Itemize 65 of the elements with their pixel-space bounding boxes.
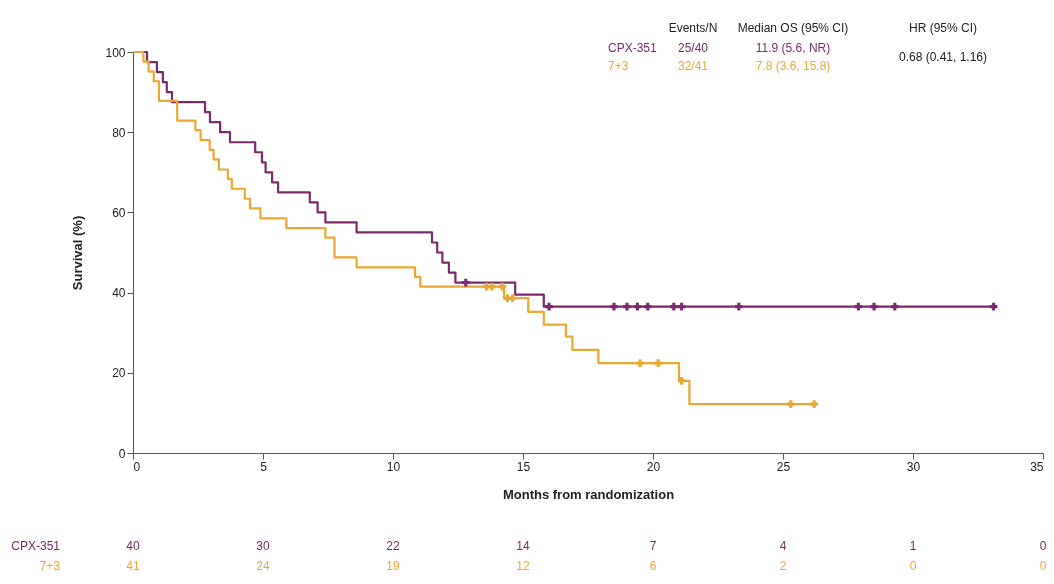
point: [610, 302, 618, 311]
text: 2: [779, 559, 787, 573]
point: [677, 302, 686, 311]
text: 30: [256, 539, 270, 553]
y-axis-title: Survival (%): [70, 215, 86, 291]
point: [870, 302, 878, 311]
x-tick-label: 5: [260, 459, 268, 474]
y-tick-label: 60: [112, 205, 126, 220]
text: 41: [126, 559, 140, 573]
point: [669, 302, 678, 311]
annotation: 25/40: [677, 41, 709, 55]
x-tick-label: 25: [776, 459, 791, 474]
point: [677, 376, 686, 385]
x-tick-label: 0: [133, 459, 141, 474]
point: [487, 282, 496, 291]
x-axis-title: Months from randomization: [502, 486, 675, 502]
point: [498, 282, 507, 291]
point: [633, 302, 642, 311]
point: [643, 302, 652, 311]
y-tick-label: 80: [112, 125, 126, 140]
text: Events/N: [668, 21, 718, 35]
text: 7+3: [39, 559, 61, 573]
text: 0: [909, 559, 917, 573]
point: [545, 302, 553, 311]
text: 0: [1039, 539, 1047, 553]
text: 7: [649, 539, 657, 553]
text: 4: [779, 539, 787, 553]
y-tick-label: 20: [112, 366, 126, 381]
x-tick-label: 15: [516, 459, 531, 474]
text: CPX-351: [608, 41, 658, 55]
point: [854, 302, 863, 311]
text: 1: [909, 539, 917, 553]
annotation: 0.68 (0.41, 1.16): [898, 50, 988, 64]
x-tick-label: 20: [646, 459, 661, 474]
point: [623, 302, 631, 311]
text: 12: [516, 559, 530, 573]
text: 7+3: [608, 59, 629, 73]
text: 14: [516, 539, 530, 553]
annotation: 11.9 (5.6, NR): [755, 41, 831, 55]
point: [786, 400, 795, 408]
text: 22: [386, 539, 400, 553]
text: 19: [386, 559, 400, 573]
text: 24: [256, 559, 270, 573]
annotation: 7.8 (3.6, 15.8): [755, 59, 831, 73]
point: [636, 359, 644, 368]
text: 0: [1039, 559, 1047, 573]
point: [461, 278, 470, 287]
point: [654, 359, 663, 368]
text: 6: [649, 559, 657, 573]
x-tick-label: 30: [906, 459, 921, 474]
text: Median OS (95% CI): [737, 21, 849, 35]
y-tick-label: 100: [105, 45, 126, 60]
text: CPX-351: [11, 539, 61, 553]
annotation: 32/41: [677, 59, 709, 73]
y-tick-label: 40: [112, 286, 126, 301]
y-tick-label: 0: [118, 446, 126, 461]
point: [810, 400, 819, 408]
point: [989, 302, 998, 311]
x-tick-label: 35: [1030, 459, 1044, 474]
text: 40: [126, 539, 140, 553]
x-tick-label: 10: [386, 459, 401, 474]
point: [734, 302, 743, 311]
point: [890, 302, 899, 311]
text: HR (95% CI): [908, 21, 978, 35]
point: [508, 294, 517, 303]
